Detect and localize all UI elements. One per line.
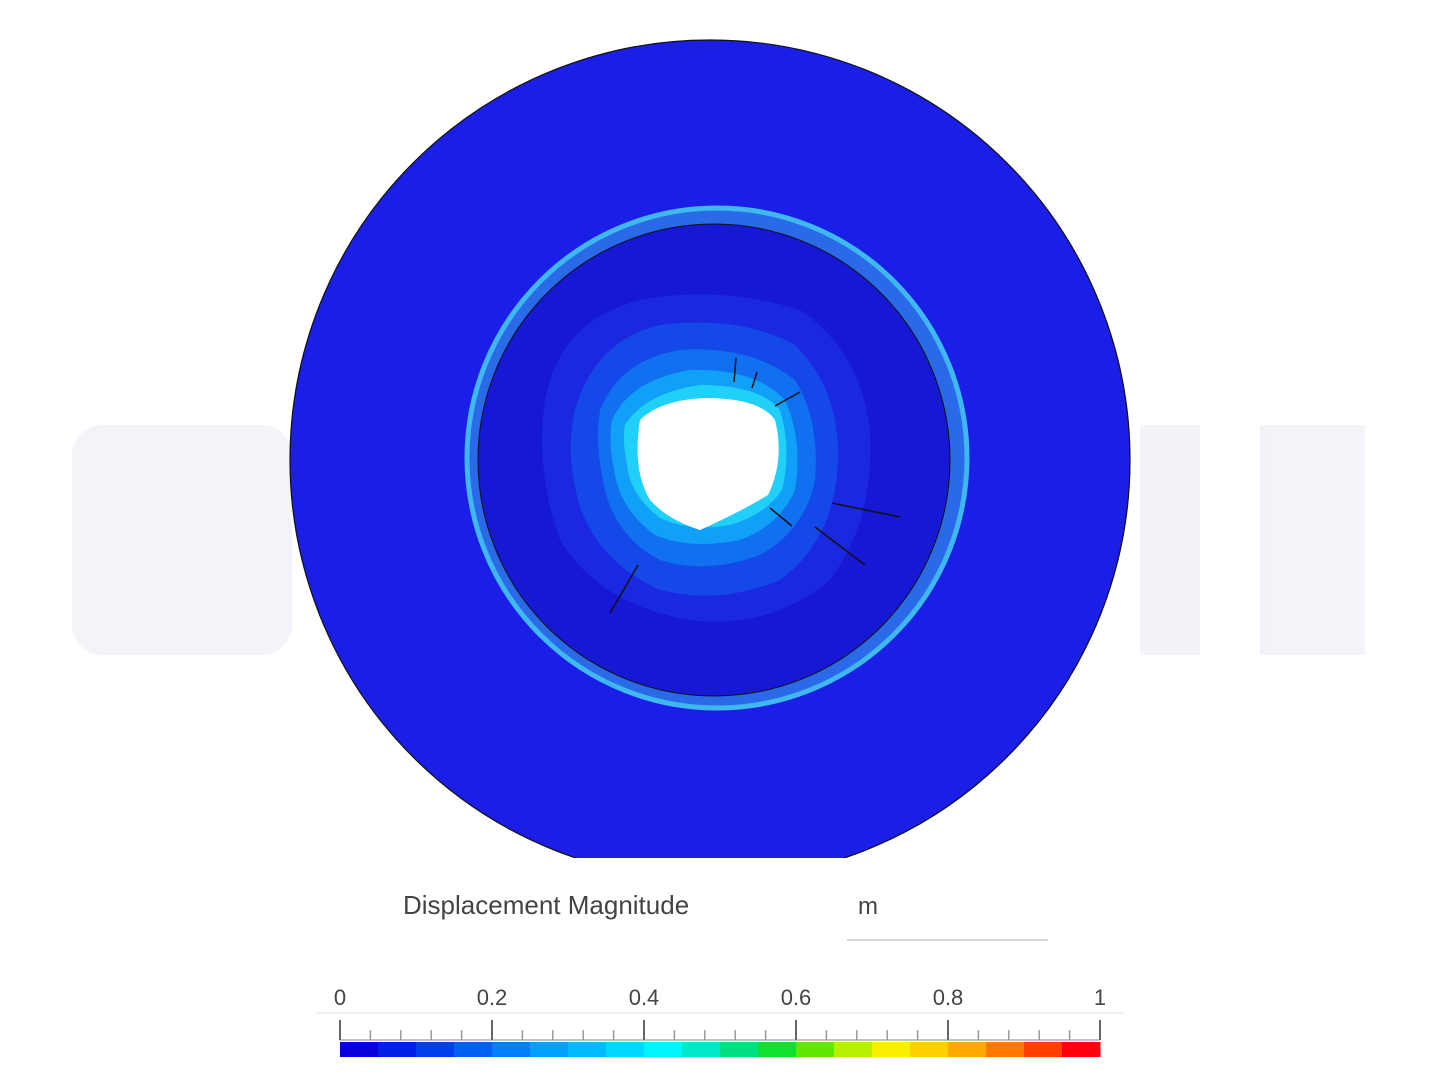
color-band [644,1042,683,1057]
color-band [416,1042,455,1057]
color-band [758,1042,797,1057]
color-band [530,1042,569,1057]
color-band [606,1042,645,1057]
color-band [796,1042,835,1057]
color-band [910,1042,949,1057]
tick-label: 0.6 [781,985,812,1010]
color-band [682,1042,721,1057]
tick-label: 1 [1094,985,1106,1010]
color-band [986,1042,1025,1057]
color-band [1024,1042,1063,1057]
color-band [492,1042,531,1057]
arrows [609,357,901,614]
color-band [872,1042,911,1057]
legend-title: Displacement Magnitude [403,890,689,920]
tick-label: 0.8 [933,985,964,1010]
color-band [340,1042,379,1057]
tick-label: 0.2 [477,985,508,1010]
color-band [834,1042,873,1057]
tick-label: 0 [334,985,346,1010]
color-band [568,1042,607,1057]
watermark [72,425,1365,655]
model [289,39,1131,858]
legend-unit: m [858,893,878,920]
color-band [948,1042,987,1057]
color-band [1062,1042,1101,1057]
color-band [378,1042,417,1057]
color-band [720,1042,759,1057]
color-band [454,1042,493,1057]
tick-label: 0.4 [629,985,660,1010]
